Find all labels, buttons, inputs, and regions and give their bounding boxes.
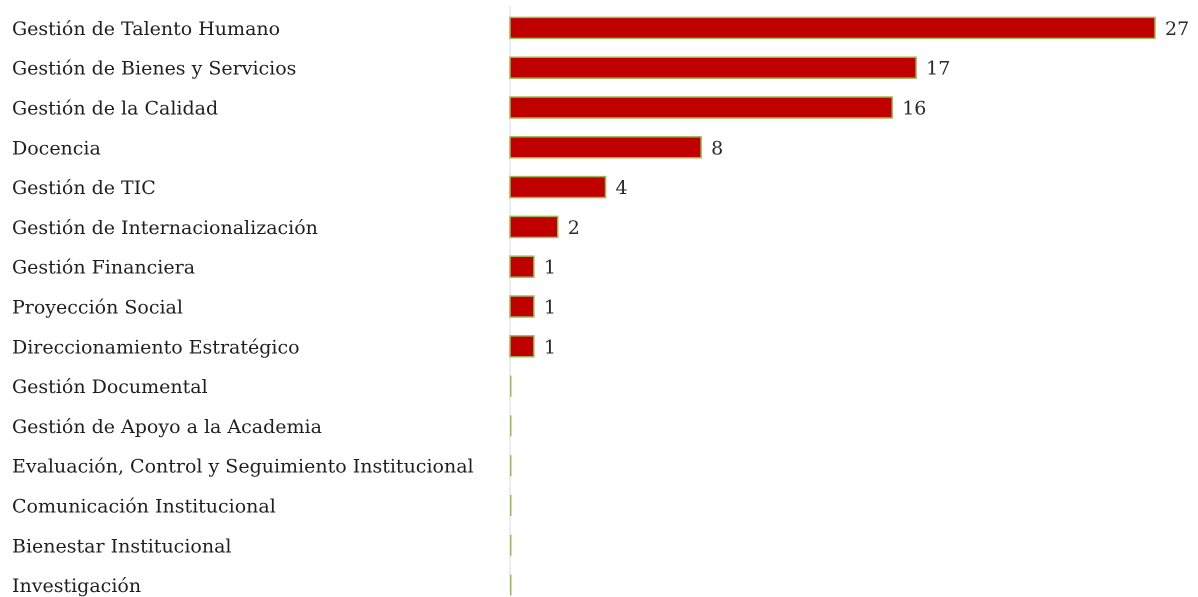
data-label: 1 [544,257,556,279]
data-label: 4 [616,177,628,199]
bar [510,375,512,397]
data-label: 8 [711,137,723,159]
bar [510,574,512,596]
category-label: Gestión de TIC [12,177,156,199]
bars [509,16,1156,596]
bar [509,56,917,79]
bar [510,455,512,477]
category-label: Gestión de la Calidad [12,98,218,120]
category-label: Gestión Documental [12,376,208,398]
category-label: Gestión de Apoyo a la Academia [12,416,322,438]
category-label: Bienestar Institucional [12,535,231,557]
data-label: 1 [544,336,556,358]
bar [510,534,512,556]
category-label: Investigación [12,575,141,597]
bar [509,96,893,119]
data-label: 27 [1165,18,1189,40]
bar [509,335,535,358]
category-label: Proyección Social [12,297,183,319]
bar [509,16,1156,40]
data-label: 17 [926,58,950,80]
bar [510,495,512,516]
category-label: Comunicación Institucional [12,496,276,518]
bar [509,215,559,239]
bar [509,175,607,199]
category-label: Docencia [12,137,101,159]
bar [509,295,535,318]
data-label: 1 [544,297,556,319]
category-label: Evaluación, Control y Seguimiento Instit… [12,456,474,478]
data-label: 2 [568,217,580,239]
bar [510,415,512,437]
bar [509,255,535,278]
category-label: Gestión de Talento Humano [12,18,280,40]
bar [509,136,702,159]
data-label: 16 [902,98,926,120]
category-label: Gestión de Bienes y Servicios [12,58,296,80]
category-label: Gestión de Internacionalización [12,217,318,239]
category-label: Direccionamiento Estratégico [12,336,300,358]
category-labels: Gestión de Talento Humano Gestión de Bien… [12,18,474,597]
category-label: Gestión Financiera [12,257,195,279]
